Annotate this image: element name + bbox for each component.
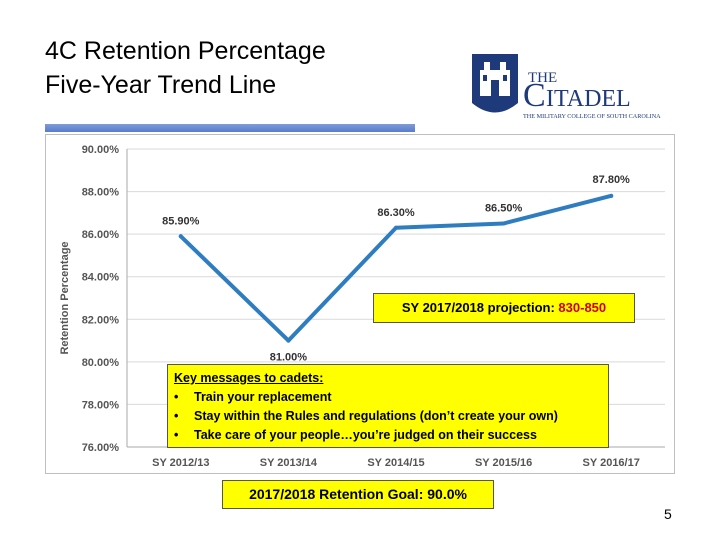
key-messages-callout: Key messages to cadets: • Train your repl… xyxy=(167,364,609,448)
key-message-text: Take care of your people…you’re judged o… xyxy=(194,428,537,442)
key-message-text: Stay within the Rules and regulations (d… xyxy=(194,409,558,423)
data-label: 85.90% xyxy=(162,215,200,227)
svg-text:THE: THE xyxy=(528,70,557,86)
y-tick-label: 78.00% xyxy=(82,399,120,411)
x-tick-label: SY 2013/14 xyxy=(260,457,318,469)
svg-text:C: C xyxy=(523,77,546,114)
y-tick-label: 76.00% xyxy=(82,442,120,454)
y-axis-label: Retention Percentage xyxy=(59,241,71,354)
bullet-icon: • xyxy=(174,409,179,423)
bullet-icon: • xyxy=(174,428,179,442)
key-message-text: Train your replacement xyxy=(194,390,332,404)
y-tick-label: 88.00% xyxy=(82,187,120,199)
title-line-2: Five-Year Trend Line xyxy=(45,71,277,99)
data-label: 86.50% xyxy=(485,203,523,215)
data-point xyxy=(501,221,506,226)
bullet-icon: • xyxy=(174,390,179,404)
y-tick-label: 90.00% xyxy=(82,144,120,156)
data-point xyxy=(286,338,291,343)
retention-goal-callout: 2017/2018 Retention Goal: 90.0% xyxy=(222,480,494,509)
y-tick-label: 86.00% xyxy=(82,229,120,241)
svg-text:ITADEL: ITADEL xyxy=(546,86,631,112)
projection-callout: SY 2017/2018 projection: 830-850 xyxy=(373,293,635,323)
y-tick-label: 84.00% xyxy=(82,272,120,284)
title-line-1: 4C Retention Percentage xyxy=(45,37,326,65)
y-tick-label: 80.00% xyxy=(82,357,120,369)
key-messages-heading: Key messages to cadets: xyxy=(174,371,324,385)
citadel-logo: THE C ITADEL THE MILITARY COLLEGE OF SOU… xyxy=(472,54,661,120)
data-label: 87.80% xyxy=(593,174,631,186)
x-tick-label: SY 2016/17 xyxy=(583,457,640,469)
projection-label: SY 2017/2018 projection: xyxy=(401,300,555,315)
retention-line-chart: 90.00% 88.00% 86.00% 84.00% 82.00% 80.00% 78.0… xyxy=(59,144,665,469)
title-accent-bar xyxy=(45,124,415,132)
x-tick-label: SY 2012/13 xyxy=(152,457,209,469)
slide-title: 4C Retention Percentage Five-Year Trend … xyxy=(45,34,326,102)
svg-text:THE MILITARY COLLEGE OF SOUTH: THE MILITARY COLLEGE OF SOUTH CAROLINA xyxy=(523,113,661,120)
data-label: 81.00% xyxy=(270,352,308,364)
citadel-seal-icon xyxy=(472,54,518,113)
x-tick-label: SY 2014/15 xyxy=(367,457,424,469)
key-message-item: • Train your replacement xyxy=(174,388,602,407)
data-point xyxy=(394,225,398,230)
x-tick-label: SY 2015/16 xyxy=(475,457,532,469)
projection-value: 830-850 xyxy=(558,300,607,315)
data-point xyxy=(178,234,183,239)
key-message-item: • Stay within the Rules and regulations (… xyxy=(174,407,602,426)
key-message-item: • Take care of your people…you’re judged … xyxy=(174,426,602,445)
data-label: 86.30% xyxy=(377,207,415,219)
page-number: 5 xyxy=(664,506,672,522)
y-tick-label: 82.00% xyxy=(82,314,120,326)
data-point xyxy=(609,193,614,198)
